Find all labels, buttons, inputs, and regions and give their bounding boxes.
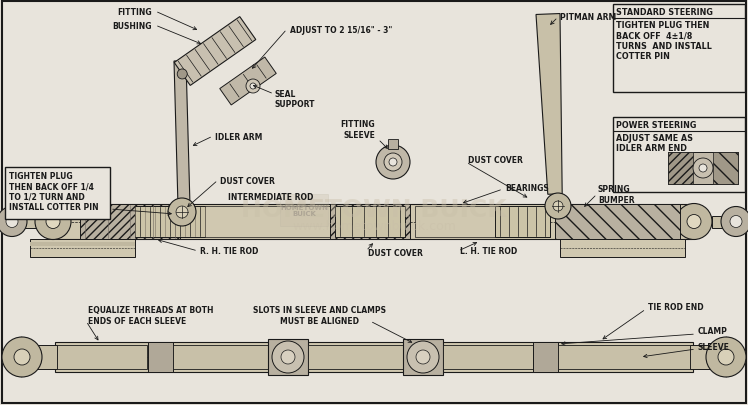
Circle shape — [250, 84, 256, 90]
Text: BEARINGS: BEARINGS — [505, 183, 549, 192]
Bar — [388, 140, 398, 149]
Circle shape — [0, 207, 27, 237]
Bar — [668, 153, 693, 185]
Circle shape — [718, 349, 734, 365]
Polygon shape — [726, 337, 740, 377]
Text: L. H. TIE ROD: L. H. TIE ROD — [460, 247, 518, 256]
Bar — [30, 239, 135, 257]
Bar — [22, 345, 57, 369]
Text: STANDARD STEERING: STANDARD STEERING — [616, 8, 713, 17]
Bar — [55, 205, 692, 239]
Text: DUST COVER: DUST COVER — [468, 155, 523, 164]
Circle shape — [176, 207, 188, 218]
Text: SEAL
SUPPORT: SEAL SUPPORT — [275, 90, 316, 109]
Bar — [555, 205, 680, 239]
Circle shape — [376, 146, 410, 179]
Bar — [613, 5, 745, 93]
Circle shape — [6, 216, 18, 228]
Polygon shape — [8, 337, 22, 377]
Bar — [10, 216, 45, 228]
Bar — [280, 194, 328, 226]
Text: TIE ROD END: TIE ROD END — [648, 302, 704, 311]
Text: HOMETOWN
BUICK: HOMETOWN BUICK — [280, 204, 328, 217]
Text: TIGHTEN PLUG THEN
BACK OFF  4±1/8
TURNS  AND INSTALL
COTTER PIN: TIGHTEN PLUG THEN BACK OFF 4±1/8 TURNS A… — [616, 21, 712, 61]
Circle shape — [2, 337, 42, 377]
Text: IDLER ARM: IDLER ARM — [215, 132, 263, 141]
Bar — [533, 342, 558, 372]
Circle shape — [389, 159, 397, 166]
Bar — [558, 345, 690, 369]
Circle shape — [35, 204, 71, 240]
Text: POWER STEERING: POWER STEERING — [616, 121, 696, 130]
Text: PITMAN ARM: PITMAN ARM — [560, 13, 616, 21]
Circle shape — [687, 215, 701, 229]
Circle shape — [281, 350, 295, 364]
Bar — [415, 207, 550, 237]
Bar — [560, 239, 685, 257]
Text: R. H. TIE ROD: R. H. TIE ROD — [200, 247, 258, 256]
Bar — [495, 207, 550, 237]
Circle shape — [14, 349, 30, 365]
Bar — [403, 339, 443, 375]
Text: ADJUST TO 2 15/16" - 3": ADJUST TO 2 15/16" - 3" — [290, 26, 393, 34]
Bar — [173, 345, 268, 369]
Polygon shape — [174, 17, 256, 86]
Text: BUSHING: BUSHING — [112, 21, 152, 30]
Text: SPRING
BUMPER: SPRING BUMPER — [598, 185, 634, 204]
Circle shape — [706, 337, 746, 377]
Circle shape — [730, 216, 742, 228]
Text: TIGHTEN PLUG
THEN BACK OFF 1/4
TO 1/2 TURN AND
INSTALL COTTER PIN: TIGHTEN PLUG THEN BACK OFF 1/4 TO 1/2 TU… — [9, 172, 99, 212]
Bar — [690, 345, 726, 369]
Bar — [613, 118, 745, 192]
Polygon shape — [174, 62, 190, 207]
Bar — [335, 207, 405, 237]
Text: DUST COVER: DUST COVER — [368, 248, 423, 257]
Circle shape — [246, 80, 260, 94]
Text: CLAMP: CLAMP — [698, 327, 728, 336]
Circle shape — [46, 215, 60, 229]
Circle shape — [384, 153, 402, 172]
Bar — [80, 205, 180, 239]
Circle shape — [553, 202, 563, 211]
Bar — [330, 205, 410, 239]
Text: DUST COVER: DUST COVER — [220, 176, 275, 185]
Circle shape — [545, 194, 571, 220]
Bar — [5, 168, 110, 220]
Bar — [713, 153, 738, 185]
Circle shape — [693, 159, 713, 179]
Bar — [712, 216, 730, 228]
Bar — [668, 153, 738, 185]
Bar — [30, 243, 135, 246]
Circle shape — [699, 164, 707, 173]
Bar — [135, 207, 205, 237]
Circle shape — [721, 207, 748, 237]
Circle shape — [177, 70, 187, 80]
Bar — [205, 207, 335, 237]
Bar — [148, 342, 173, 372]
Text: SLOTS IN SLEEVE AND CLAMPS
MUST BE ALIGNED: SLOTS IN SLEEVE AND CLAMPS MUST BE ALIGN… — [254, 305, 387, 325]
Text: FITTING
SLEEVE: FITTING SLEEVE — [340, 120, 375, 139]
Text: HOMETOWN BUICK: HOMETOWN BUICK — [241, 198, 507, 222]
Circle shape — [407, 341, 439, 373]
Text: INTERMEDIATE ROD: INTERMEDIATE ROD — [228, 193, 313, 202]
Bar — [57, 345, 147, 369]
Text: www.hometownbuick.com: www.hometownbuick.com — [292, 219, 456, 232]
Text: SLEEVE: SLEEVE — [698, 343, 730, 352]
Polygon shape — [536, 15, 562, 195]
Text: EQUALIZE THREADS AT BOTH
ENDS OF EACH SLEEVE: EQUALIZE THREADS AT BOTH ENDS OF EACH SL… — [88, 305, 213, 325]
Circle shape — [676, 204, 712, 240]
Polygon shape — [220, 58, 276, 106]
Text: FITTING: FITTING — [117, 7, 152, 17]
Bar — [308, 345, 403, 369]
Bar — [268, 339, 308, 375]
Bar — [443, 345, 533, 369]
Circle shape — [168, 198, 196, 226]
Circle shape — [272, 341, 304, 373]
Text: ADJUST SAME AS
IDLER ARM END: ADJUST SAME AS IDLER ARM END — [616, 134, 693, 153]
Circle shape — [416, 350, 430, 364]
Bar — [55, 342, 693, 372]
